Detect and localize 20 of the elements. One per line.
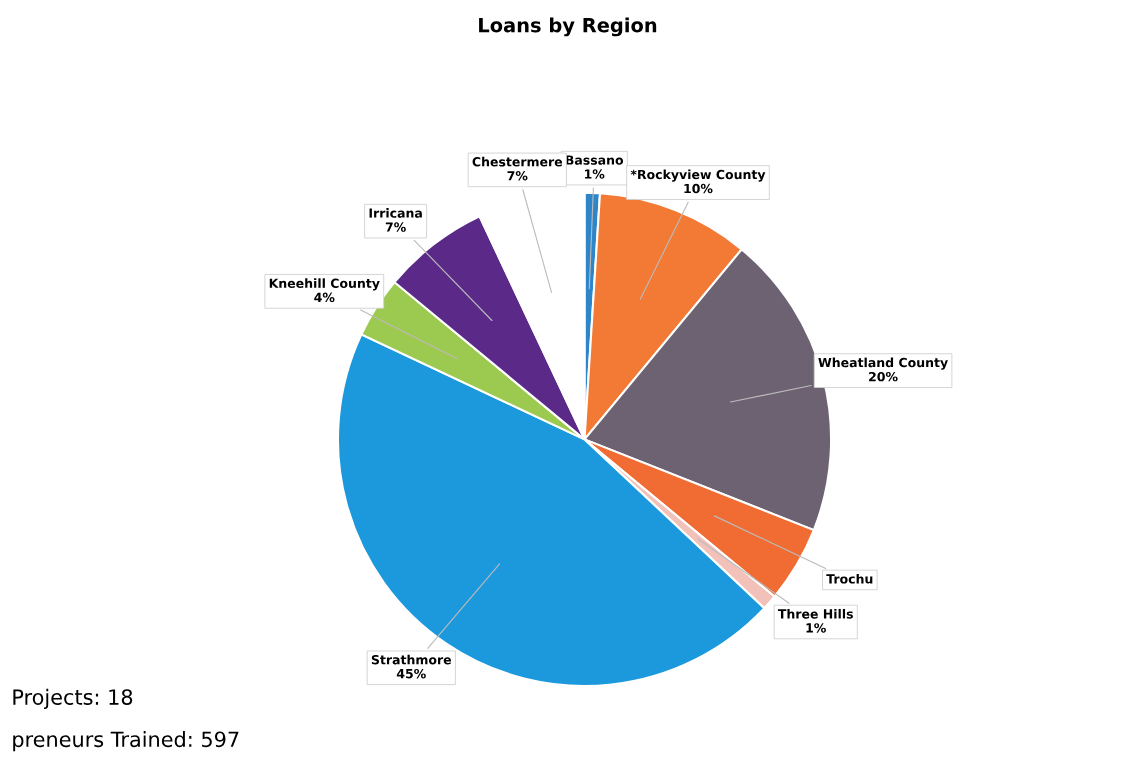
slice-label: Strathmore [371, 654, 452, 665]
data-label: 4% [314, 292, 335, 303]
data-label: 20% [869, 371, 898, 382]
data-label: 7% [507, 171, 528, 181]
data-label: 1% [806, 623, 826, 633]
slice-label: Three Hills [777, 608, 853, 619]
data-label: 7% [385, 222, 406, 232]
slice-label: Chestermere [472, 156, 563, 167]
slice-label: Wheatland County [818, 357, 948, 370]
text: Projects: 18 [13, 688, 133, 709]
slice-label: Trochu [826, 573, 873, 584]
slice-label: Irricana [369, 208, 422, 218]
slice-label: *Rockyview County [630, 169, 766, 182]
text: preneurs Trained: 597 [13, 731, 239, 752]
chart-title: Loans by Region [479, 17, 657, 37]
slice-label: Kneehill County [269, 278, 380, 291]
slice-label: Bassano [565, 155, 624, 165]
data-label: 1% [585, 169, 605, 179]
data-label: 45% [396, 668, 426, 679]
data-label: 10% [684, 183, 713, 194]
